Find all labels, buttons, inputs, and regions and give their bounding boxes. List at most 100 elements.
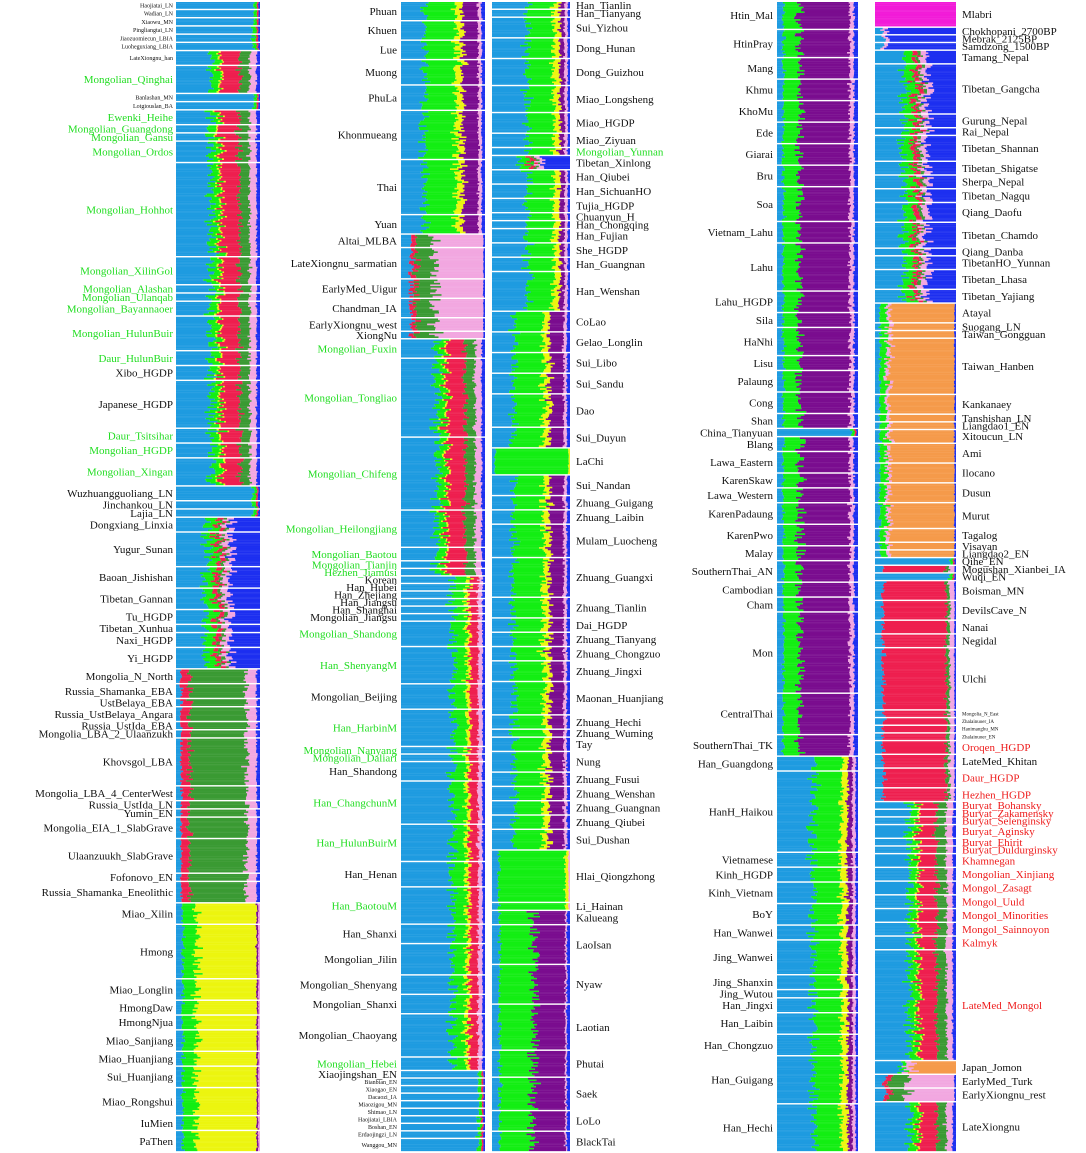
admixture-segment [483, 254, 485, 257]
admixture-segment [217, 238, 240, 241]
admixture-segment [239, 259, 251, 261]
admixture-segment [247, 348, 257, 350]
admixture-segment [256, 814, 260, 817]
admixture-segment [196, 1010, 258, 1013]
admixture-segment [207, 319, 217, 322]
admixture-segment [222, 187, 242, 189]
admixture-segment [213, 75, 223, 78]
admixture-segment [199, 1105, 257, 1108]
admixture-segment [176, 193, 207, 196]
admixture-segment [482, 71, 485, 74]
admixture-segment [256, 187, 260, 189]
admixture-segment [176, 26, 252, 29]
admixture-segment [176, 796, 183, 799]
admixture-segment [424, 31, 459, 33]
admixture-segment [224, 122, 241, 124]
admixture-segment [182, 893, 194, 896]
admixture-segment [243, 746, 257, 749]
admixture-segment [181, 949, 194, 951]
admixture-segment [176, 1127, 183, 1130]
admixture-segment [219, 172, 222, 175]
admixture-segment [176, 1126, 184, 1129]
admixture-segment [180, 848, 190, 851]
admixture-segment [209, 274, 221, 277]
admixture-segment [251, 433, 257, 436]
admixture-segment [176, 463, 212, 465]
admixture-segment [440, 239, 484, 242]
admixture-segment [433, 252, 484, 255]
admixture-segment [220, 661, 227, 664]
admixture-segment [256, 957, 259, 959]
admixture-segment [238, 425, 250, 428]
admixture-segment [460, 173, 479, 175]
admixture-segment [210, 443, 219, 446]
admixture-segment [257, 6, 259, 9]
admixture-segment [256, 486, 258, 489]
admixture-segment [221, 572, 230, 575]
admixture-segment [213, 143, 222, 146]
admixture-segment [256, 1124, 259, 1127]
admixture-segment [204, 664, 215, 667]
admixture-segment [181, 824, 189, 827]
admixture-segment [224, 260, 240, 263]
admixture-segment [176, 367, 211, 370]
admixture-segment [461, 85, 478, 88]
admixture-segment [413, 279, 420, 282]
admixture-segment [401, 192, 423, 195]
admixture-segment [253, 11, 257, 14]
admixture-segment [176, 374, 207, 377]
admixture-segment [451, 138, 459, 140]
admixture-segment [423, 174, 458, 177]
admixture-segment [255, 39, 259, 42]
admixture-segment [243, 430, 253, 433]
admixture-segment [176, 244, 209, 247]
admixture-segment [453, 66, 461, 69]
admixture-segment [176, 862, 183, 865]
admixture-segment [235, 280, 248, 283]
admixture-segment [180, 723, 188, 726]
admixture-segment [223, 115, 225, 118]
admixture-segment [477, 85, 482, 88]
admixture-segment [256, 913, 259, 916]
admixture-segment [239, 260, 251, 263]
admixture-segment [258, 955, 260, 958]
admixture-segment [221, 348, 236, 350]
admixture-segment [258, 944, 260, 946]
admixture-segment [253, 20, 257, 22]
admixture-segment [176, 15, 254, 17]
admixture-segment [196, 981, 258, 983]
admixture-segment [181, 963, 193, 966]
admixture-segment [176, 228, 210, 231]
admixture-segment [481, 223, 485, 226]
admixture-segment [401, 8, 424, 11]
admixture-segment [183, 955, 195, 958]
admixture-segment [182, 989, 199, 992]
admixture-segment [210, 367, 220, 370]
admixture-segment [401, 45, 424, 48]
admixture-segment [242, 273, 252, 275]
admixture-segment [258, 1000, 260, 1003]
admixture-segment [256, 1096, 259, 1098]
admixture-segment [412, 302, 417, 305]
admixture-segment [227, 570, 231, 573]
admixture-segment [481, 10, 485, 12]
admixture-segment [481, 96, 485, 99]
population-chandman-ia: Chandman_IA [332, 299, 485, 318]
admixture-segment [194, 955, 257, 958]
admixture-segment [257, 941, 259, 943]
admixture-segment [476, 3, 481, 6]
admixture-segment [221, 663, 226, 665]
admixture-segment [183, 687, 194, 690]
admixture-segment [225, 293, 241, 296]
admixture-segment [202, 580, 211, 583]
admixture-segment [481, 98, 485, 101]
admixture-segment [196, 1060, 258, 1063]
admixture-segment [256, 709, 260, 711]
admixture-segment [187, 827, 250, 830]
admixture-segment [249, 184, 257, 186]
admixture-segment [422, 215, 459, 218]
admixture-segment [245, 890, 257, 893]
admixture-segment [194, 1081, 257, 1084]
admixture-segment [219, 556, 225, 559]
admixture-segment [251, 67, 257, 70]
